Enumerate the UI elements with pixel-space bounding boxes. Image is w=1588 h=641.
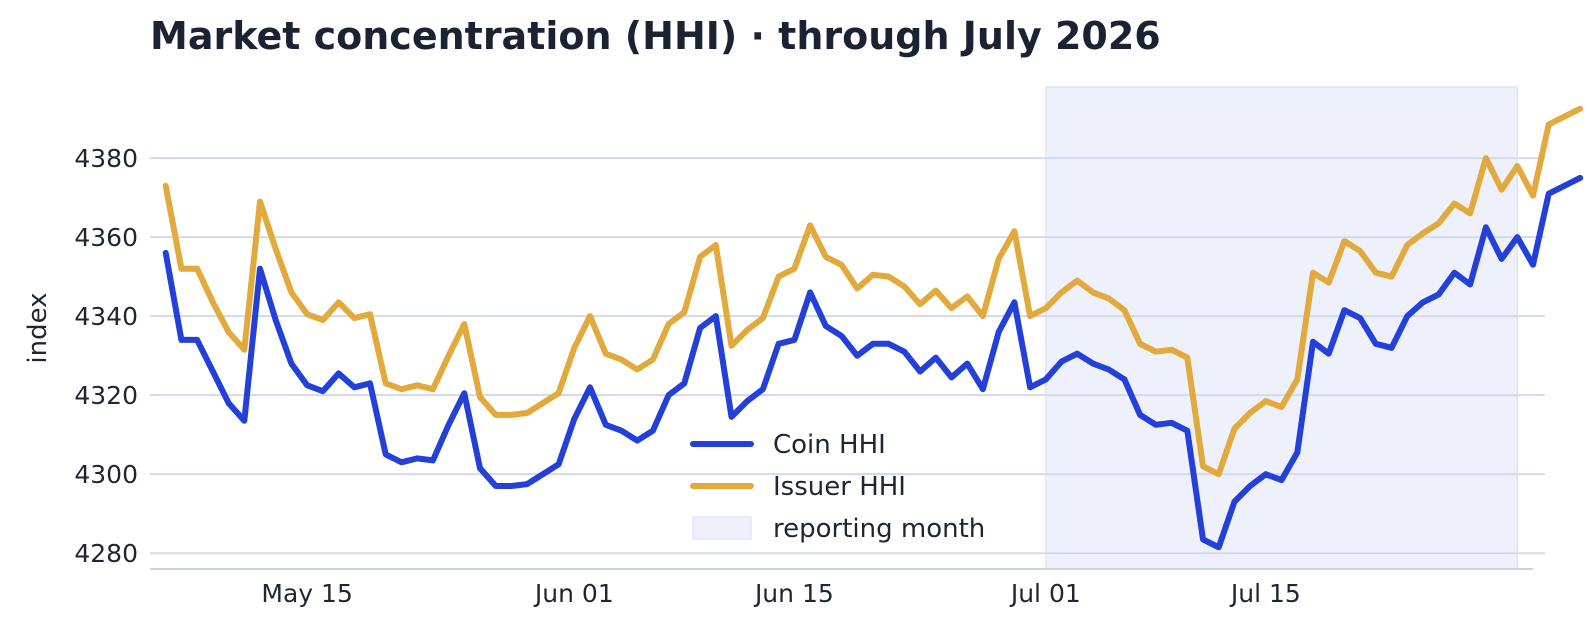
- y-tick-label: 4280: [74, 539, 138, 568]
- y-tick-label: 4380: [74, 144, 138, 173]
- legend-label-reporting-month: reporting month: [773, 514, 985, 544]
- x-tick-label: Jul 15: [1229, 579, 1301, 608]
- y-tick-label: 4340: [74, 302, 138, 331]
- chart-title: Market concentration (HHI) · through Jul…: [150, 14, 1161, 58]
- legend-swatch-reporting-month: [692, 516, 752, 540]
- y-tick-label: 4300: [74, 460, 138, 489]
- x-tick-label: Jun 15: [753, 579, 834, 608]
- y-axis-label: index: [23, 292, 53, 363]
- reporting-month-band: [1045, 86, 1519, 570]
- x-tick-label: Jun 01: [533, 579, 614, 608]
- legend-label-coin-hhi: Coin HHI: [773, 430, 886, 460]
- series-line-coin-hhi: [162, 174, 1584, 551]
- x-tick-label: Jul 01: [1009, 579, 1081, 608]
- legend-label-issuer-hhi: Issuer HHI: [773, 472, 906, 502]
- y-tick-label: 4320: [74, 381, 138, 410]
- x-tick-label: May 15: [261, 579, 352, 608]
- series-line-issuer-hhi: [162, 105, 1584, 478]
- y-tick-label: 4360: [74, 223, 138, 252]
